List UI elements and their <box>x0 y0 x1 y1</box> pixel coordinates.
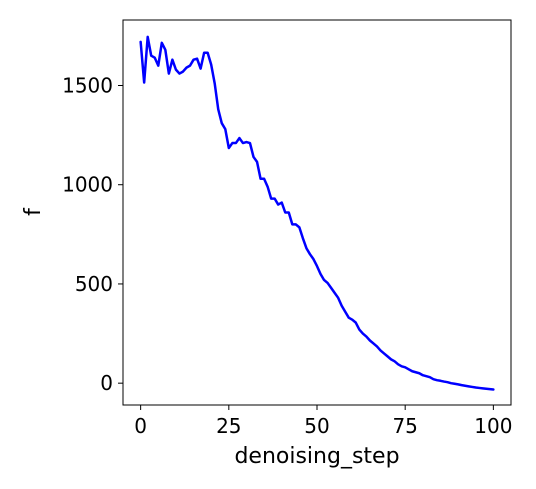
x-tick-label: 100 <box>474 414 512 438</box>
y-tick-label: 1000 <box>62 173 113 197</box>
x-axis-label: denoising_step <box>234 444 399 469</box>
y-tick-label: 1500 <box>62 73 113 97</box>
x-tick-label: 50 <box>304 414 329 438</box>
x-tick-label: 25 <box>216 414 241 438</box>
x-tick-label: 75 <box>392 414 417 438</box>
y-tick-label: 500 <box>75 272 113 296</box>
x-tick-label: 0 <box>134 414 147 438</box>
y-axis-label: f <box>21 207 46 216</box>
y-tick-label: 0 <box>100 371 113 395</box>
